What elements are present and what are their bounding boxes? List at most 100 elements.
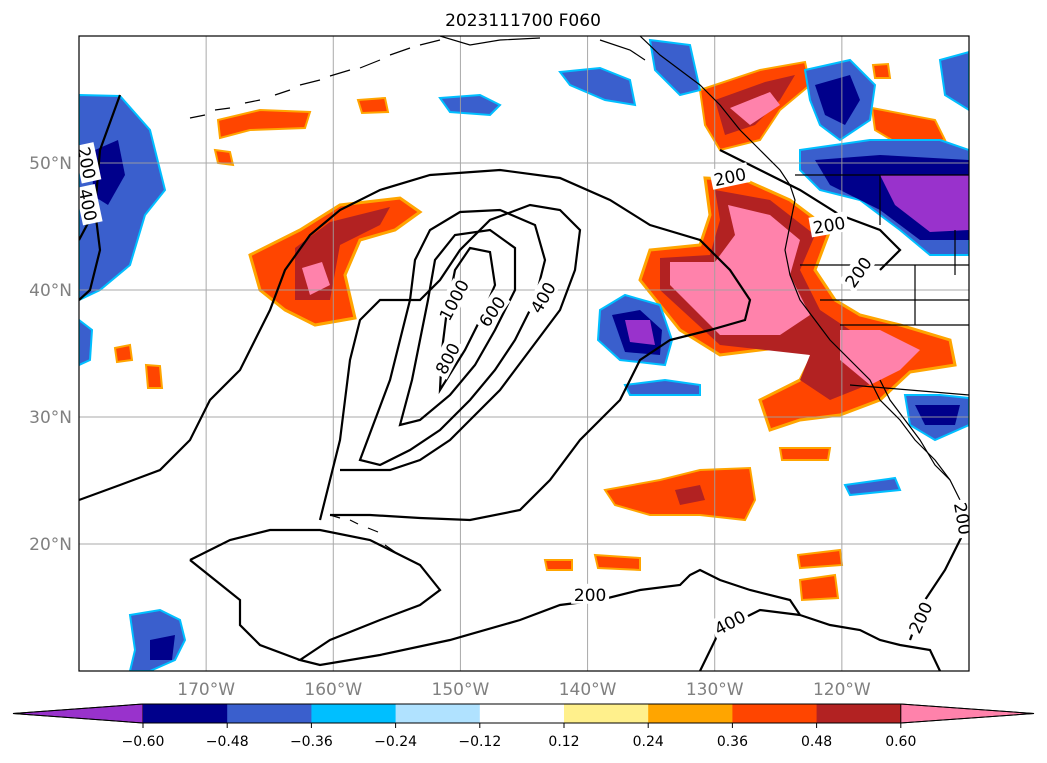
colorbar-tick-label: −0.60: [122, 734, 165, 750]
negative-anomaly-area: [843, 476, 902, 497]
colorbar-extend-high: [900, 703, 1035, 724]
contour-label-gap: [435, 278, 471, 322]
anomaly-fill-layer: [79, 38, 969, 671]
contour-label-gap: [79, 142, 102, 184]
positive-anomaly-area: [216, 108, 312, 140]
colorbar-tick-label: −0.36: [290, 734, 333, 750]
negative-anomaly-core: [815, 75, 860, 125]
colorbar-segment: [479, 704, 565, 723]
positive-anomaly-area: [213, 148, 235, 167]
colorbar-segment: [311, 704, 397, 723]
colorbar-tick-label: 0.48: [801, 734, 832, 750]
contour-label-gap: [838, 250, 877, 293]
colorbar-tick-label: −0.24: [374, 734, 417, 750]
contour-line: [358, 208, 547, 467]
negative-anomaly-area: [438, 93, 502, 117]
contour-line: [318, 203, 582, 521]
longitude-tick-labels: 170°W 160°W 150°W 140°W 130°W 120°W: [177, 680, 871, 700]
colorbar-segment: [564, 704, 649, 723]
contour-label-gap: [472, 289, 511, 333]
contour-label-gap: [902, 595, 937, 639]
contour-line: [189, 559, 301, 662]
lon-tick-label: 170°W: [177, 680, 235, 700]
contour-label: 200: [949, 497, 974, 539]
positive-anomaly-area: [356, 96, 390, 115]
hawaiian-islands: [329, 514, 396, 553]
colorbar-tick-label: −0.12: [458, 734, 501, 750]
lat-tick-label: 40°N: [29, 281, 72, 301]
positive-anomaly-area: [871, 62, 892, 79]
contour-label-gap: [571, 583, 610, 604]
contour-label: 200: [72, 142, 102, 184]
positive-anomaly-area: [778, 447, 832, 461]
north-america-coastline: [639, 36, 969, 521]
negative-anomaly-core: [150, 635, 175, 660]
lon-tick-label: 160°W: [304, 680, 362, 700]
contour-label-gap: [709, 162, 751, 190]
coastlines: [189, 36, 969, 553]
contour-label-gap: [808, 211, 850, 238]
contour-label-gap: [524, 275, 561, 319]
positive-anomaly-area: [593, 553, 641, 572]
positive-anomaly-peak: [840, 330, 920, 385]
positive-anomaly-peak: [302, 262, 330, 295]
negative-anomaly-area: [623, 378, 701, 396]
latitude-tick-labels: 20°N 30°N 40°N 50°N: [29, 154, 72, 555]
positive-anomaly-peak: [730, 92, 780, 125]
colorbar-segment: [648, 704, 733, 723]
contour-line: [438, 246, 497, 395]
contour-label: 200: [808, 211, 850, 239]
alaska-coastline: [439, 36, 646, 61]
contour-label-text: 200: [949, 501, 974, 536]
contour-label-gap: [79, 184, 103, 226]
contour-label-text: 200: [72, 145, 98, 181]
contour-line: [79, 94, 122, 301]
gridlines: [79, 36, 969, 671]
colorbar-segment: [816, 704, 902, 723]
colorbar-tick-label: 0.12: [548, 734, 579, 750]
colorbar-segment: [395, 704, 481, 723]
positive-anomaly-peak: [670, 205, 810, 335]
contour-label-gap: [708, 604, 751, 640]
chart-title: 2023111700 F060: [445, 11, 601, 31]
negative-anomaly-area: [938, 50, 969, 112]
contour-line: [189, 528, 941, 671]
lon-tick-label: 140°W: [559, 680, 617, 700]
lon-tick-label: 120°W: [813, 680, 871, 700]
negative-anomaly-area: [79, 318, 94, 367]
baja-coastline: [879, 379, 951, 481]
negative-anomaly-core: [915, 405, 960, 425]
positive-anomaly-area: [113, 343, 134, 364]
contour-line: [79, 168, 752, 522]
contour-label-text: 200: [574, 586, 606, 606]
negative-anomaly-peak: [880, 175, 969, 232]
colorbar: −0.60 −0.48 −0.36 −0.24 −0.12 0.12 0.24 0.36 0.4…: [12, 703, 1035, 750]
colorbar-tick-label: 0.24: [633, 734, 664, 750]
colorbar-segment: [227, 704, 312, 723]
positive-anomaly-area: [144, 363, 164, 389]
colorbar-tick-label: 0.60: [885, 734, 916, 750]
lat-tick-label: 50°N: [29, 154, 72, 174]
negative-anomaly-peak: [625, 320, 655, 345]
positive-anomaly-core: [675, 485, 705, 505]
contour-label: 200: [571, 583, 610, 606]
lat-tick-label: 30°N: [29, 408, 72, 428]
contour-label: 400: [74, 184, 103, 226]
map-frame: [78, 35, 970, 672]
aleutian-islands: [189, 39, 441, 119]
contour-label-gap: [950, 497, 969, 539]
colorbar-segment: [143, 704, 228, 723]
contour-label-gap: [429, 336, 465, 380]
positive-anomaly-area: [543, 559, 573, 571]
negative-anomaly-area: [558, 66, 637, 107]
colorbar-tick-label: −0.48: [206, 734, 249, 750]
contour-label-text: 400: [74, 187, 100, 223]
positive-anomaly-area: [798, 573, 840, 602]
lon-tick-label: 150°W: [432, 680, 490, 700]
lon-tick-label: 130°W: [686, 680, 744, 700]
negative-anomaly-area: [648, 38, 702, 97]
lat-tick-label: 20°N: [29, 535, 72, 555]
colorbar-tick-label: 0.36: [717, 734, 748, 750]
